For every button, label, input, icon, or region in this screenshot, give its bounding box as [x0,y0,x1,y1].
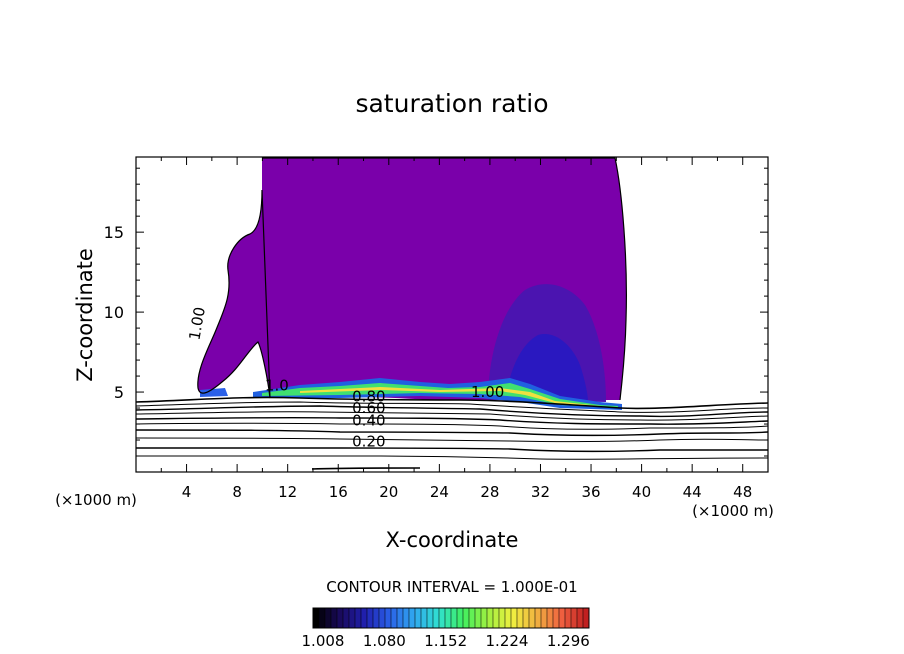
x-tick-label: 44 [683,483,702,501]
colorbar-swatch [522,607,530,629]
colorbar-swatch [534,607,542,629]
chart-title: saturation ratio [355,89,548,118]
colorbar-swatch [570,607,578,629]
contour-label: 1.00 [471,383,504,401]
colorbar-swatch [444,607,452,629]
colorbar-swatch [498,607,506,629]
colorbar-tick-label: 1.296 [547,632,590,650]
colorbar-swatch [546,607,554,629]
colorbar-swatch [402,607,410,629]
colorbar-swatch [516,607,524,629]
y-axis-title: Z-coordinate [73,248,97,382]
colorbar-swatch [510,607,518,629]
colorbar-swatch [438,607,446,629]
x-tick-label: 4 [182,483,192,501]
x-tick-label: 40 [632,483,651,501]
left-patch [200,388,228,397]
colorbar-swatch [468,607,476,629]
contour-label: 0.20 [352,432,385,450]
x-tick-label: 32 [531,483,550,501]
x-tick-label: 36 [581,483,600,501]
x-unit-label-right: (×1000 m) [692,502,774,520]
contour-labels: 1.00 1.00 1.0 0.800.600.40 0.20 [185,306,504,451]
cloud-edge-contour [197,157,627,401]
x-tick-label: 8 [232,483,242,501]
colorbar-swatch [462,607,470,629]
colorbar-swatch [312,607,320,629]
colorbar-swatch [348,607,356,629]
colorbar-tick-label: 1.080 [363,632,406,650]
colorbar-swatch [378,607,386,629]
colorbar-swatch [366,607,374,629]
colorbar-swatch [408,607,416,629]
colorbar-swatch [420,607,428,629]
colorbar-swatch [390,607,398,629]
colorbar-swatch [432,607,440,629]
x-tick-label: 12 [278,483,297,501]
colorbar-frame [312,607,590,629]
contour-lines [136,396,768,470]
x-tick-label: 28 [480,483,499,501]
colorbar-swatch [492,607,500,629]
colorbar-swatch [582,607,590,629]
supersaturation-band-core [300,387,600,407]
colorbar-swatch [486,607,494,629]
contour-label: 0.40 [352,412,385,430]
x-tick-label: 24 [430,483,449,501]
colorbar-swatch [330,607,338,629]
colorbar-swatch [384,607,392,629]
contour-label: 1.00 [185,306,209,342]
colorbar-swatch [528,607,536,629]
colorbar-labels: 1.008 1.080 1.152 1.224 1.296 [302,632,590,650]
colorbar-swatch [336,607,344,629]
colorbar-swatch [558,607,566,629]
colorbar-swatch [576,607,584,629]
colorbar-tick-label: 1.224 [486,632,529,650]
plot-frame [135,156,769,473]
plot-area [136,157,768,470]
y-tick-label: 5 [114,383,124,402]
contour-label: 0.60 [352,399,385,417]
y-tick-label: 15 [104,223,124,242]
colorbar-tick-label: 1.008 [302,632,345,650]
colorbar-swatch [342,607,350,629]
x-unit-label: (×1000 m) [55,491,137,509]
colorbar-swatch [450,607,458,629]
colorbar-swatch [414,607,422,629]
colorbar-swatch [318,607,326,629]
colorbar [312,607,590,629]
contour-label: 1.0 [265,376,289,394]
colorbar-swatch [540,607,548,629]
x-tick-label: 48 [733,483,752,501]
colorbar-swatch [372,607,380,629]
colorbar-tick-label: 1.152 [424,632,467,650]
colorbar-swatch [552,607,560,629]
colorbar-swatch [426,607,434,629]
colorbar-swatch [324,607,332,629]
colorbar-swatch [396,607,404,629]
colorbar-swatch [456,607,464,629]
y-tick-label: 10 [104,303,124,322]
colorbar-swatch [354,607,362,629]
x-tick-label: 20 [379,483,398,501]
colorbar-swatch [480,607,488,629]
contour-label: 0.80 [352,388,385,406]
x-axis-title: X-coordinate [386,528,519,552]
colorbar-swatch [474,607,482,629]
colorbar-swatch [564,607,572,629]
colorbar-swatch [504,607,512,629]
contour-interval-text: CONTOUR INTERVAL = 1.000E-01 [326,578,577,596]
colorbar-swatch [360,607,368,629]
x-tick-label: 16 [329,483,348,501]
